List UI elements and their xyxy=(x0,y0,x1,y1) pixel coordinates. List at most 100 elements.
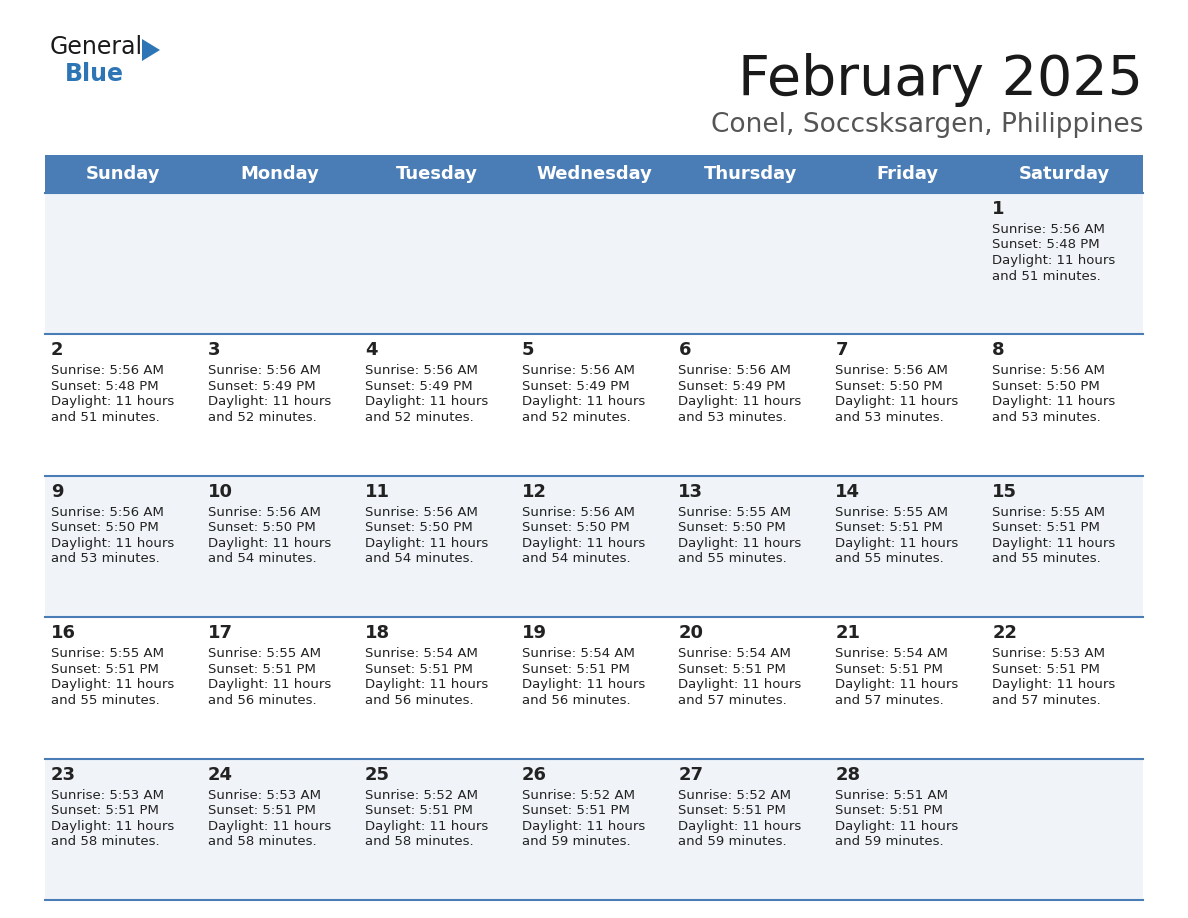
Bar xyxy=(672,476,829,617)
Text: Sunset: 5:51 PM: Sunset: 5:51 PM xyxy=(365,663,473,676)
Text: Sunset: 5:51 PM: Sunset: 5:51 PM xyxy=(522,804,630,817)
Text: Daylight: 11 hours: Daylight: 11 hours xyxy=(992,537,1116,550)
Text: 10: 10 xyxy=(208,483,233,501)
Text: Sunrise: 5:56 AM: Sunrise: 5:56 AM xyxy=(365,506,478,519)
Bar xyxy=(672,758,829,900)
Bar xyxy=(516,334,672,476)
Text: Sunset: 5:51 PM: Sunset: 5:51 PM xyxy=(51,663,159,676)
Text: Sunrise: 5:53 AM: Sunrise: 5:53 AM xyxy=(51,789,164,801)
Text: Sunrise: 5:52 AM: Sunrise: 5:52 AM xyxy=(678,789,791,801)
Text: Daylight: 11 hours: Daylight: 11 hours xyxy=(522,678,645,691)
Bar xyxy=(986,334,1143,476)
Text: Daylight: 11 hours: Daylight: 11 hours xyxy=(51,820,175,833)
Text: Sunrise: 5:51 AM: Sunrise: 5:51 AM xyxy=(835,789,948,801)
Text: Sunset: 5:48 PM: Sunset: 5:48 PM xyxy=(51,380,159,393)
Text: Monday: Monday xyxy=(241,165,320,183)
Text: 18: 18 xyxy=(365,624,390,643)
Text: and 53 minutes.: and 53 minutes. xyxy=(992,411,1101,424)
Text: Sunrise: 5:55 AM: Sunrise: 5:55 AM xyxy=(51,647,164,660)
Text: Sunset: 5:51 PM: Sunset: 5:51 PM xyxy=(835,521,943,534)
Text: Conel, Soccsksargen, Philippines: Conel, Soccsksargen, Philippines xyxy=(710,112,1143,138)
Text: Wednesday: Wednesday xyxy=(536,165,652,183)
Bar xyxy=(45,617,202,758)
Text: and 52 minutes.: and 52 minutes. xyxy=(208,411,317,424)
Text: 11: 11 xyxy=(365,483,390,501)
Text: Daylight: 11 hours: Daylight: 11 hours xyxy=(835,537,959,550)
Text: Sunset: 5:51 PM: Sunset: 5:51 PM xyxy=(208,663,316,676)
Text: Sunrise: 5:54 AM: Sunrise: 5:54 AM xyxy=(522,647,634,660)
Text: 20: 20 xyxy=(678,624,703,643)
Bar xyxy=(359,155,516,193)
Text: and 59 minutes.: and 59 minutes. xyxy=(522,835,630,848)
Text: Sunset: 5:49 PM: Sunset: 5:49 PM xyxy=(365,380,473,393)
Text: Daylight: 11 hours: Daylight: 11 hours xyxy=(365,537,488,550)
Text: Sunset: 5:50 PM: Sunset: 5:50 PM xyxy=(678,521,786,534)
Text: Sunset: 5:51 PM: Sunset: 5:51 PM xyxy=(992,521,1100,534)
Bar xyxy=(202,758,359,900)
Text: Sunset: 5:49 PM: Sunset: 5:49 PM xyxy=(522,380,630,393)
Bar xyxy=(202,334,359,476)
Text: Daylight: 11 hours: Daylight: 11 hours xyxy=(835,396,959,409)
Bar xyxy=(829,617,986,758)
Text: General: General xyxy=(50,35,143,59)
Text: Sunrise: 5:54 AM: Sunrise: 5:54 AM xyxy=(678,647,791,660)
Text: 21: 21 xyxy=(835,624,860,643)
Bar xyxy=(45,758,202,900)
Text: 26: 26 xyxy=(522,766,546,784)
Text: and 54 minutes.: and 54 minutes. xyxy=(365,553,473,565)
Text: Daylight: 11 hours: Daylight: 11 hours xyxy=(835,820,959,833)
Text: Blue: Blue xyxy=(65,62,124,86)
Text: Sunset: 5:51 PM: Sunset: 5:51 PM xyxy=(51,804,159,817)
Text: Sunset: 5:50 PM: Sunset: 5:50 PM xyxy=(208,521,316,534)
Bar xyxy=(45,193,202,334)
Bar xyxy=(359,334,516,476)
Text: 12: 12 xyxy=(522,483,546,501)
Text: and 59 minutes.: and 59 minutes. xyxy=(678,835,788,848)
Text: Sunset: 5:51 PM: Sunset: 5:51 PM xyxy=(365,804,473,817)
Text: Daylight: 11 hours: Daylight: 11 hours xyxy=(208,537,331,550)
Bar xyxy=(516,193,672,334)
Text: and 53 minutes.: and 53 minutes. xyxy=(835,411,944,424)
Text: 27: 27 xyxy=(678,766,703,784)
Text: Sunrise: 5:55 AM: Sunrise: 5:55 AM xyxy=(208,647,321,660)
Text: Saturday: Saturday xyxy=(1019,165,1111,183)
Text: Sunrise: 5:53 AM: Sunrise: 5:53 AM xyxy=(208,789,321,801)
Bar xyxy=(202,155,359,193)
Bar xyxy=(359,476,516,617)
Text: Daylight: 11 hours: Daylight: 11 hours xyxy=(992,396,1116,409)
Text: 25: 25 xyxy=(365,766,390,784)
Text: Daylight: 11 hours: Daylight: 11 hours xyxy=(678,820,802,833)
Text: Daylight: 11 hours: Daylight: 11 hours xyxy=(365,820,488,833)
Text: and 57 minutes.: and 57 minutes. xyxy=(835,694,944,707)
Text: Sunset: 5:49 PM: Sunset: 5:49 PM xyxy=(208,380,316,393)
Text: and 58 minutes.: and 58 minutes. xyxy=(51,835,159,848)
Text: Sunset: 5:51 PM: Sunset: 5:51 PM xyxy=(678,663,786,676)
Text: 14: 14 xyxy=(835,483,860,501)
Text: Sunrise: 5:56 AM: Sunrise: 5:56 AM xyxy=(835,364,948,377)
Text: and 55 minutes.: and 55 minutes. xyxy=(992,553,1101,565)
Text: and 53 minutes.: and 53 minutes. xyxy=(678,411,788,424)
Text: Friday: Friday xyxy=(877,165,939,183)
Bar xyxy=(359,193,516,334)
Text: Tuesday: Tuesday xyxy=(396,165,478,183)
Text: Daylight: 11 hours: Daylight: 11 hours xyxy=(208,820,331,833)
Text: and 52 minutes.: and 52 minutes. xyxy=(522,411,631,424)
Bar xyxy=(516,476,672,617)
Bar xyxy=(986,193,1143,334)
Text: Sunday: Sunday xyxy=(87,165,160,183)
Text: and 57 minutes.: and 57 minutes. xyxy=(992,694,1101,707)
Text: 23: 23 xyxy=(51,766,76,784)
Text: Sunset: 5:51 PM: Sunset: 5:51 PM xyxy=(208,804,316,817)
Text: Daylight: 11 hours: Daylight: 11 hours xyxy=(992,678,1116,691)
Text: 19: 19 xyxy=(522,624,546,643)
Text: Sunset: 5:50 PM: Sunset: 5:50 PM xyxy=(51,521,159,534)
Text: and 57 minutes.: and 57 minutes. xyxy=(678,694,788,707)
Text: and 58 minutes.: and 58 minutes. xyxy=(365,835,473,848)
Text: Sunrise: 5:56 AM: Sunrise: 5:56 AM xyxy=(208,364,321,377)
Text: and 55 minutes.: and 55 minutes. xyxy=(835,553,944,565)
Polygon shape xyxy=(143,39,160,61)
Bar xyxy=(829,155,986,193)
Bar xyxy=(986,617,1143,758)
Text: 28: 28 xyxy=(835,766,860,784)
Bar xyxy=(516,617,672,758)
